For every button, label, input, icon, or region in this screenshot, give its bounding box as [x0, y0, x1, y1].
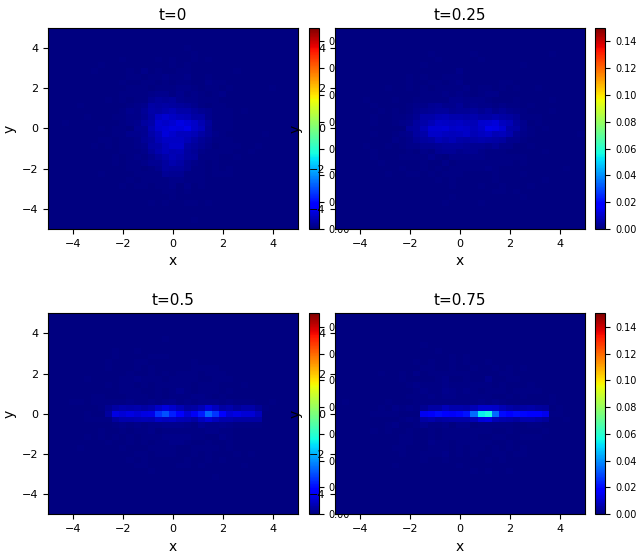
Title: t=0.5: t=0.5	[152, 293, 195, 308]
Y-axis label: y: y	[2, 410, 16, 418]
Y-axis label: y: y	[289, 124, 303, 132]
X-axis label: x: x	[456, 539, 464, 553]
X-axis label: x: x	[169, 254, 177, 268]
X-axis label: x: x	[169, 539, 177, 553]
Title: t=0.25: t=0.25	[433, 8, 486, 22]
Y-axis label: y: y	[2, 124, 16, 132]
Y-axis label: y: y	[289, 410, 303, 418]
X-axis label: x: x	[456, 254, 464, 268]
Title: t=0: t=0	[159, 8, 187, 22]
Title: t=0.75: t=0.75	[433, 293, 486, 308]
